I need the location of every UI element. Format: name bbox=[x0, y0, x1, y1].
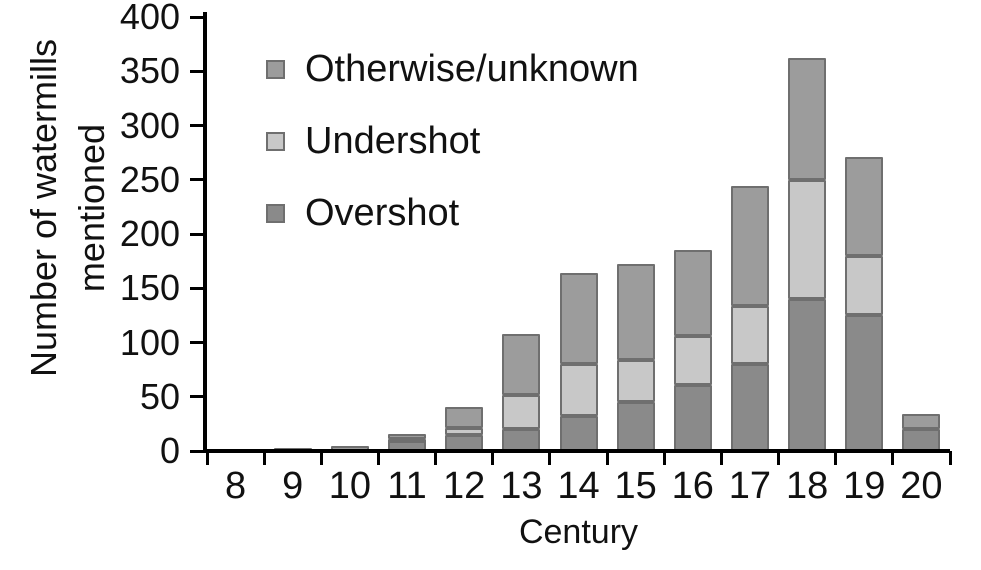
x-axis-tick-label: 19 bbox=[843, 465, 886, 507]
y-axis-tick-label: 400 bbox=[119, 0, 180, 37]
x-axis-tick bbox=[662, 451, 666, 465]
bar-segment-undershot bbox=[730, 305, 769, 365]
x-axis-tick bbox=[719, 451, 723, 465]
x-axis-tick-label: 12 bbox=[443, 465, 486, 507]
x-axis-tick bbox=[605, 451, 609, 465]
bar-segment-otherwise-unknown bbox=[845, 156, 884, 256]
x-axis-tick-label: 14 bbox=[557, 465, 600, 507]
y-axis-tick bbox=[190, 15, 203, 19]
bar-segment-otherwise-unknown bbox=[502, 333, 541, 395]
bar-segment-undershot bbox=[673, 335, 712, 385]
legend-label-otherwise-unknown: Otherwise/unknown bbox=[305, 48, 639, 90]
bar-segment-overshot bbox=[730, 364, 769, 451]
x-axis-tick bbox=[834, 451, 838, 465]
y-axis-tick-label: 150 bbox=[119, 267, 180, 309]
bar-segment-overshot bbox=[845, 315, 884, 451]
bar-segment-undershot bbox=[388, 439, 427, 444]
y-axis-tick-label: 300 bbox=[119, 104, 180, 146]
bar-segment-otherwise-unknown bbox=[616, 264, 655, 360]
x-axis-tick bbox=[319, 451, 323, 465]
bar-segment-otherwise-unknown bbox=[730, 186, 769, 306]
x-axis-tick-label: 9 bbox=[282, 465, 304, 507]
bar-segment-overshot bbox=[502, 429, 541, 451]
x-axis-tick bbox=[548, 451, 552, 465]
bar-segment-undershot bbox=[502, 394, 541, 430]
bar-segment-overshot bbox=[673, 384, 712, 451]
y-axis-tick bbox=[190, 69, 203, 73]
x-axis-tick bbox=[891, 451, 895, 465]
x-axis-title: Century bbox=[518, 513, 639, 551]
bar-segment-otherwise-unknown bbox=[445, 406, 484, 429]
legend-swatch-undershot-icon bbox=[266, 131, 285, 151]
bar-segment-undershot bbox=[445, 428, 484, 435]
x-axis-tick bbox=[262, 451, 266, 465]
y-axis-tick bbox=[190, 286, 203, 290]
bar-segment-otherwise-unknown bbox=[559, 273, 598, 365]
bar-segment-overshot bbox=[788, 299, 827, 451]
bar-segment-undershot bbox=[559, 364, 598, 417]
bar-segment-otherwise-unknown bbox=[388, 433, 427, 440]
y-axis-tick-label: 0 bbox=[159, 430, 180, 471]
legend-label-undershot: Undershot bbox=[305, 120, 481, 162]
x-axis-tick-label: 10 bbox=[328, 465, 371, 507]
y-axis-tick-label: 100 bbox=[119, 321, 180, 363]
bar-segment-undershot bbox=[845, 255, 884, 316]
x-axis-line bbox=[203, 449, 950, 453]
x-axis-tick-label: 18 bbox=[785, 465, 829, 507]
bar-segment-overshot bbox=[616, 402, 655, 451]
legend-swatch-overshot-icon bbox=[266, 203, 285, 223]
legend-item-overshot: Overshot bbox=[266, 191, 639, 235]
bar-segment-otherwise-unknown bbox=[673, 250, 712, 336]
bar-segment-undershot bbox=[788, 179, 827, 300]
x-axis-tick-label: 13 bbox=[500, 465, 543, 507]
y-axis-tick bbox=[190, 395, 203, 399]
x-axis-tick bbox=[491, 451, 495, 465]
legend-item-undershot: Undershot bbox=[266, 119, 639, 163]
y-axis-tick-label: 50 bbox=[139, 375, 180, 417]
y-axis-tick-label: 250 bbox=[119, 158, 180, 200]
x-axis-tick-label: 17 bbox=[728, 465, 772, 507]
x-axis-tick bbox=[205, 451, 209, 465]
y-axis-tick bbox=[190, 449, 203, 453]
x-axis-tick bbox=[376, 451, 380, 465]
bar-segment-undershot bbox=[616, 359, 655, 403]
x-axis-tick-label: 16 bbox=[671, 465, 714, 507]
legend-swatch-otherwise-unknown-icon bbox=[266, 59, 285, 79]
y-axis-tick-label: 200 bbox=[119, 213, 180, 254]
x-axis-tick bbox=[434, 451, 438, 465]
x-axis-tick-label: 20 bbox=[900, 465, 943, 507]
bar-segment-overshot bbox=[559, 416, 598, 451]
y-axis-tick bbox=[190, 232, 203, 236]
y-axis-tick-label: 350 bbox=[119, 50, 180, 92]
y-axis-tick bbox=[190, 178, 203, 182]
x-axis-tick-label: 8 bbox=[225, 465, 247, 507]
y-axis-tick bbox=[190, 341, 203, 344]
x-axis-tick bbox=[777, 451, 781, 465]
x-axis-tick bbox=[948, 451, 952, 465]
bar-segment-overshot bbox=[902, 429, 941, 451]
legend-item-otherwise-unknown: Otherwise/unknown bbox=[266, 47, 639, 91]
legend: Otherwise/unknown Undershot Overshot bbox=[266, 47, 639, 235]
x-axis-tick-label: 15 bbox=[614, 465, 657, 507]
x-axis-tick-label: 11 bbox=[387, 465, 427, 507]
y-axis-tick bbox=[190, 124, 203, 127]
y-axis-line bbox=[203, 12, 207, 453]
bar-segment-otherwise-unknown bbox=[788, 58, 827, 180]
bar-segment-otherwise-unknown bbox=[902, 414, 941, 430]
legend-label-overshot: Overshot bbox=[305, 192, 460, 234]
